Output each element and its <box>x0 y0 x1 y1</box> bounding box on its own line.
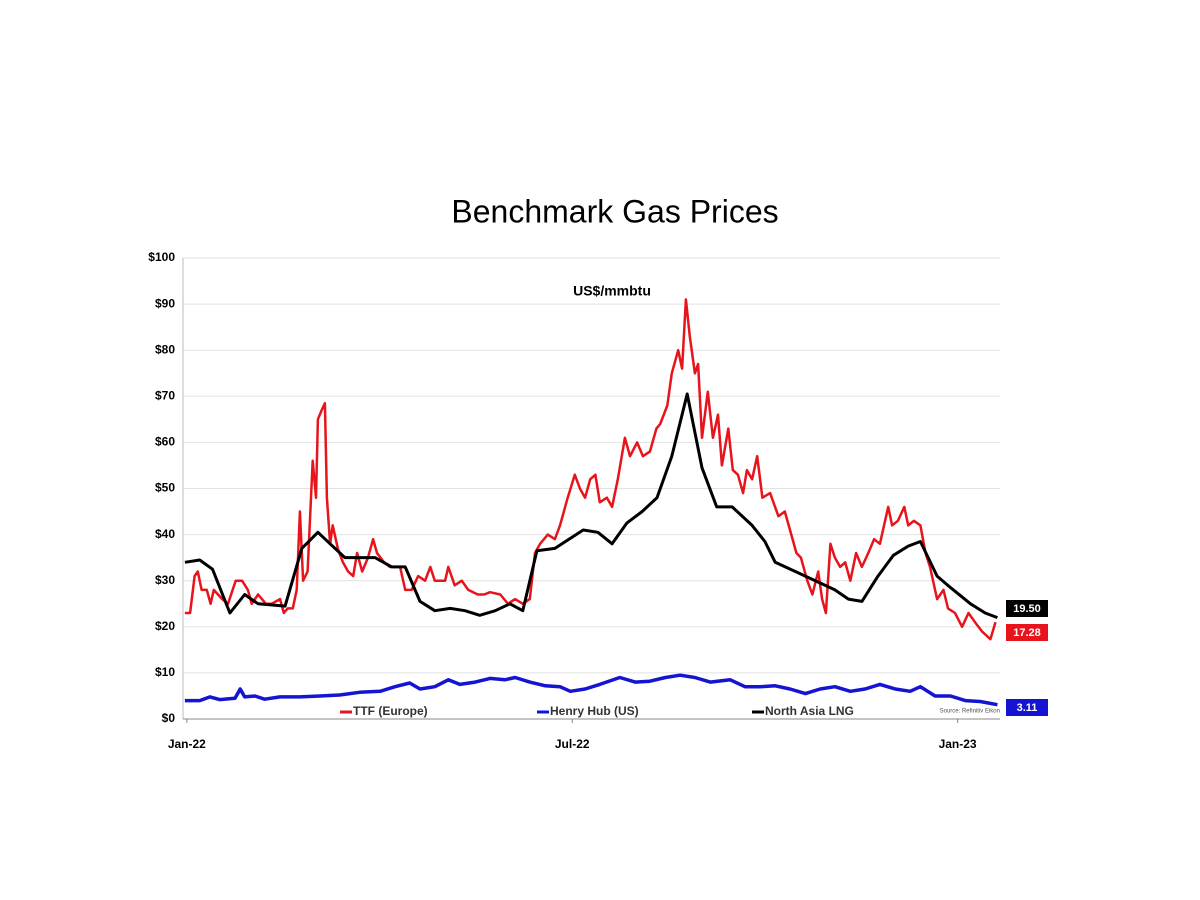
source: Source: Refinitiv Eikon <box>940 709 1000 715</box>
y-tick-label: $20 <box>155 619 175 633</box>
chart-title: Benchmark Gas Prices <box>451 193 778 229</box>
legend-label: North Asia LNG <box>765 704 854 718</box>
end-label-box <box>1006 624 1048 641</box>
y-tick-label: $30 <box>155 573 175 587</box>
x-tick-label: Jul-22 <box>555 737 590 751</box>
legend-label: TTF (Europe) <box>353 704 428 718</box>
x-tick-label: Jan-23 <box>939 737 977 751</box>
y-tick-label: $90 <box>155 296 175 310</box>
line-series <box>184 392 998 620</box>
end-label-box <box>1006 699 1048 716</box>
end-label: 19.50 <box>1013 603 1041 615</box>
chart-subtitle: US$/mmbtu <box>573 283 651 299</box>
y-tick-label: $50 <box>155 481 175 495</box>
line-series <box>184 298 997 641</box>
end-label: 17.28 <box>1013 627 1041 639</box>
y-tick-label: $100 <box>148 250 175 264</box>
y-tick-label: $0 <box>162 711 176 725</box>
end-label-box <box>1006 600 1048 617</box>
y-tick-label: $70 <box>155 388 175 402</box>
y-tick-label: $60 <box>155 435 175 449</box>
legend-label: Henry Hub (US) <box>550 704 639 718</box>
line-series <box>184 673 998 707</box>
y-tick-label: $40 <box>155 527 175 541</box>
x-tick-label: Jan-22 <box>168 737 206 751</box>
y-tick-label: $80 <box>155 342 175 356</box>
y-tick-label: $10 <box>155 665 175 679</box>
end-label: 3.11 <box>1017 702 1038 714</box>
